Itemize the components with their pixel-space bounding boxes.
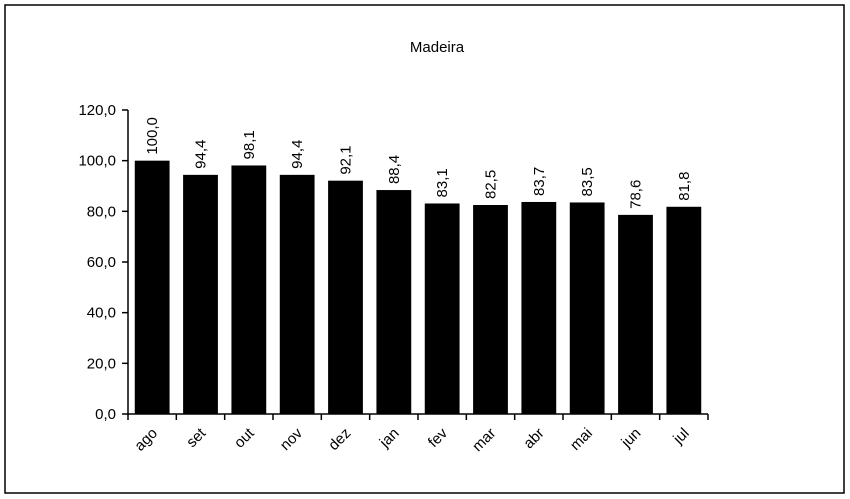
value-label: 78,6	[628, 180, 645, 209]
value-label: 83,1	[434, 168, 451, 197]
value-label: 94,4	[193, 140, 210, 169]
value-label: 82,5	[483, 170, 500, 199]
value-label: 92,1	[338, 145, 355, 174]
y-tick-label: 100,0	[78, 153, 116, 170]
bar	[279, 174, 315, 414]
y-tick-label: 40,0	[87, 305, 116, 322]
y-tick-label: 80,0	[87, 203, 116, 220]
y-tick-label: 20,0	[87, 355, 116, 372]
y-tick-label: 0,0	[95, 406, 116, 423]
bar	[521, 201, 557, 414]
chart-title: Madeira	[410, 39, 465, 56]
bar	[134, 160, 170, 414]
bar	[328, 180, 363, 414]
y-tick-label: 120,0	[78, 102, 116, 119]
bar	[666, 206, 702, 414]
bar	[183, 174, 218, 414]
y-tick-label: 60,0	[87, 254, 116, 271]
value-label: 98,1	[241, 130, 258, 159]
chart-frame	[4, 4, 845, 494]
bar	[231, 165, 267, 414]
value-label: 81,8	[676, 172, 693, 201]
value-label: 88,4	[386, 155, 403, 184]
value-label: 94,4	[289, 140, 306, 169]
bar	[473, 205, 508, 414]
value-label: 83,7	[531, 167, 548, 196]
value-label: 100,0	[144, 117, 161, 155]
bar	[376, 190, 412, 414]
bar	[569, 202, 605, 414]
bar	[618, 214, 653, 414]
bar	[424, 203, 460, 414]
value-label: 83,5	[579, 167, 596, 196]
